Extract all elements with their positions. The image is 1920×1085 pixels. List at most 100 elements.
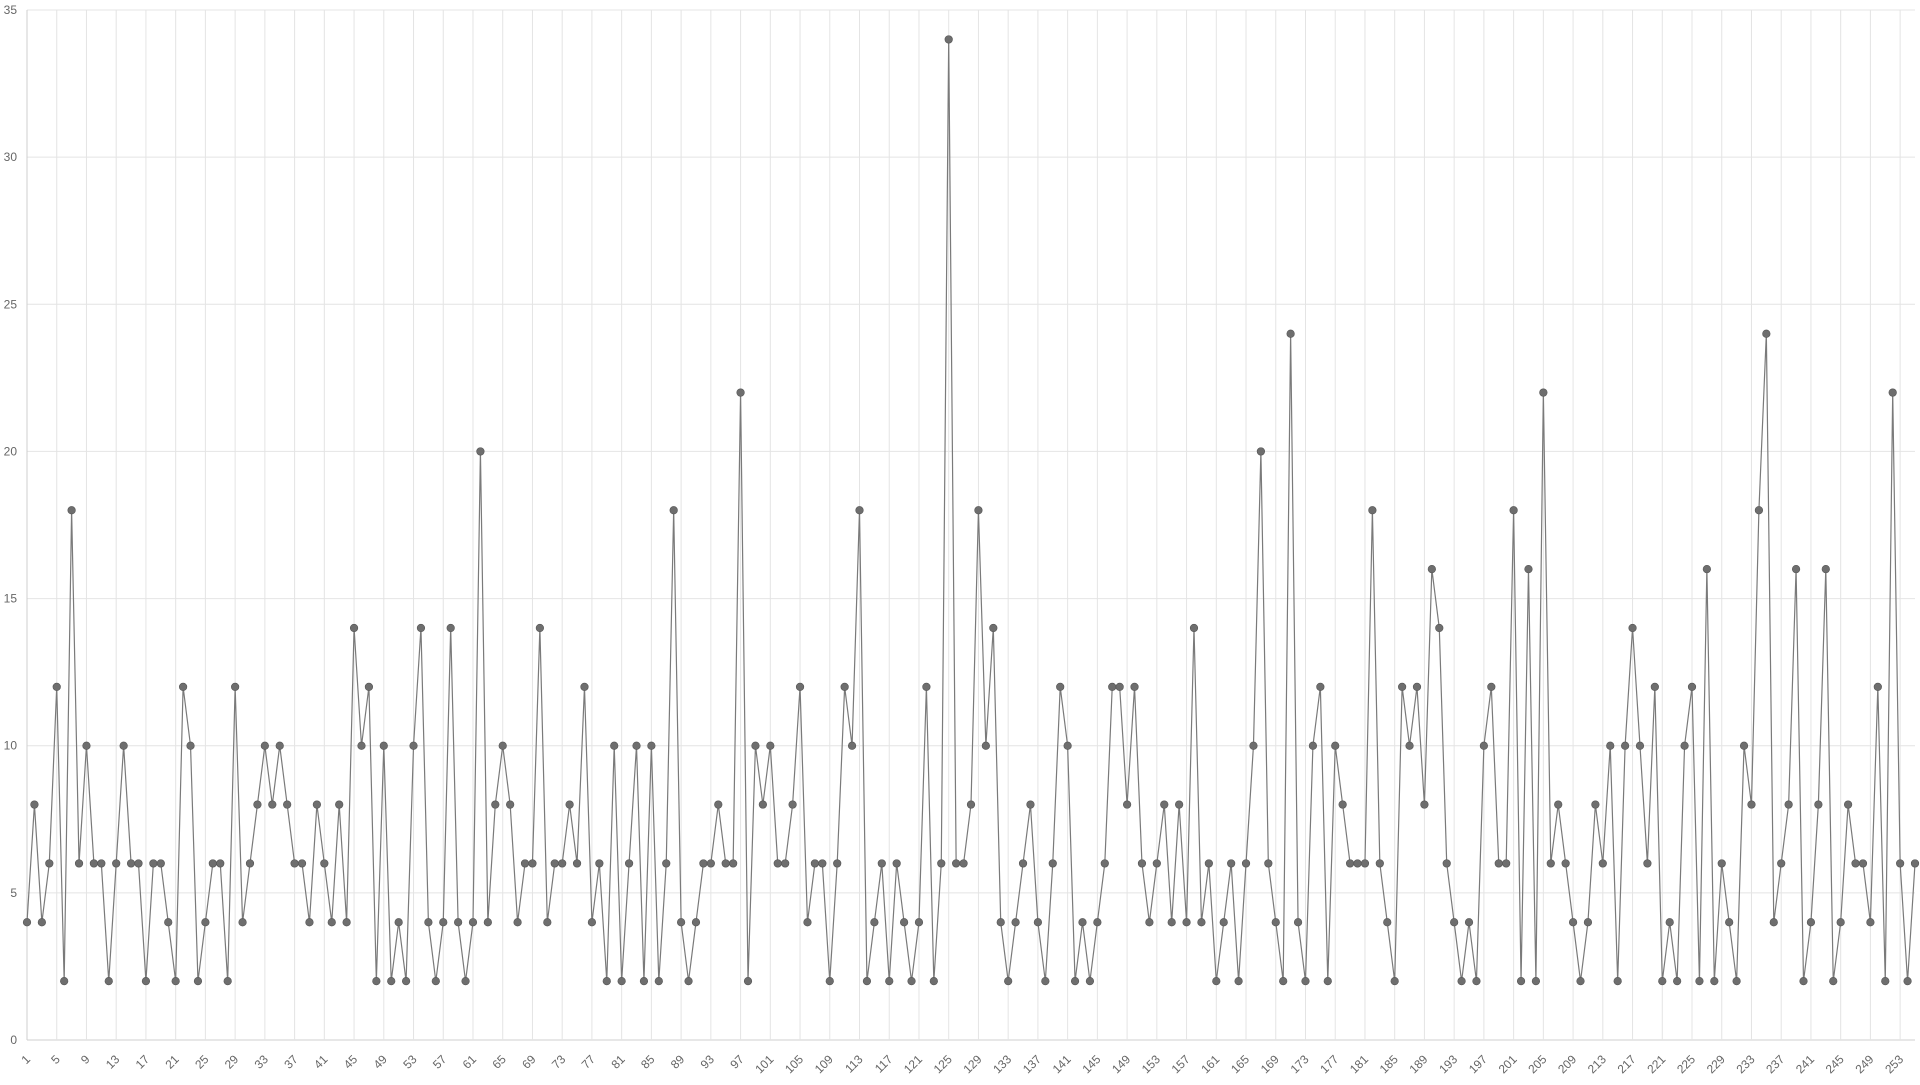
data-point [1628, 623, 1637, 633]
data-point [164, 918, 173, 927]
data-point [171, 977, 180, 986]
data-point [669, 506, 678, 515]
series-line [26, 38, 1916, 982]
x-tick-label: 125 [931, 1052, 955, 1076]
data-point [1450, 918, 1459, 927]
data-point [632, 741, 641, 750]
x-tick-label: 1 [18, 1052, 33, 1067]
data-point [996, 918, 1005, 927]
data-point [1390, 977, 1399, 986]
x-tick-label: 245 [1823, 1052, 1847, 1076]
data-point [766, 741, 775, 750]
data-point [743, 977, 753, 986]
data-point [1085, 977, 1095, 986]
data-point [610, 741, 619, 750]
data-point [1078, 918, 1087, 927]
data-point [186, 741, 195, 750]
data-point [1829, 977, 1838, 986]
x-tick-label: 5 [48, 1052, 63, 1067]
data-point [981, 741, 990, 750]
data-point [647, 741, 656, 750]
data-point [491, 800, 500, 809]
data-point [134, 859, 143, 868]
x-tick-label: 85 [638, 1052, 658, 1072]
data-point [461, 977, 470, 986]
x-tick-label: 61 [460, 1052, 480, 1072]
data-point [1479, 741, 1488, 750]
y-tick-label: 5 [10, 886, 17, 900]
data-point [1316, 682, 1325, 691]
data-point [119, 741, 128, 750]
data-point [394, 918, 403, 927]
x-tick-label: 73 [549, 1052, 569, 1072]
data-point [1227, 859, 1236, 868]
series-layer [26, 38, 1916, 982]
data-point [550, 859, 559, 868]
x-tick-label: 173 [1288, 1052, 1312, 1076]
data-point [1621, 741, 1630, 750]
data-point [751, 741, 760, 750]
data-point [736, 388, 745, 397]
data-point [1858, 859, 1868, 868]
data-point [706, 859, 715, 868]
data-point [803, 918, 812, 927]
data-point [810, 859, 820, 868]
data-point [104, 977, 113, 986]
data-point [952, 859, 961, 868]
data-point [862, 977, 872, 986]
data-point [513, 918, 522, 927]
x-tick-label: 49 [371, 1052, 391, 1072]
x-tick-label: 141 [1050, 1052, 1074, 1076]
data-point [855, 506, 864, 515]
x-tick-label: 109 [812, 1052, 836, 1076]
data-point [1115, 682, 1124, 691]
data-point [506, 800, 515, 809]
data-point [1680, 741, 1689, 750]
data-point [1472, 977, 1481, 986]
data-point [364, 682, 374, 691]
data-point [260, 741, 269, 750]
data-point [1182, 918, 1191, 927]
data-point [1762, 329, 1771, 338]
data-point [528, 859, 537, 868]
data-point [208, 859, 217, 868]
x-tick-label: 193 [1436, 1052, 1460, 1076]
data-point [1710, 977, 1719, 986]
data-point [572, 859, 582, 868]
data-point [112, 859, 121, 868]
data-point [1004, 977, 1013, 986]
x-tick-label: 33 [252, 1052, 272, 1072]
data-point [454, 918, 463, 927]
data-point [37, 918, 46, 927]
data-point [223, 977, 232, 986]
data-point [1791, 565, 1801, 574]
data-point [1777, 859, 1786, 868]
x-tick-label: 57 [430, 1052, 450, 1072]
data-point [431, 977, 440, 986]
x-tick-label: 237 [1763, 1052, 1787, 1076]
data-point [141, 977, 151, 986]
data-point [1881, 977, 1890, 986]
data-point [1851, 859, 1860, 868]
data-point [74, 859, 84, 868]
data-point [297, 859, 307, 868]
x-tick-label: 65 [489, 1052, 509, 1072]
x-tick-label: 169 [1258, 1052, 1282, 1076]
x-tick-label: 241 [1793, 1052, 1817, 1076]
data-point [320, 859, 329, 868]
data-point [840, 682, 849, 691]
data-point [1033, 918, 1042, 927]
x-tick-label: 21 [162, 1052, 182, 1072]
x-tick-label: 105 [782, 1052, 806, 1076]
x-tick-label: 25 [192, 1052, 212, 1072]
data-point [30, 800, 39, 809]
data-point [327, 918, 336, 927]
data-point [974, 506, 983, 515]
data-point [1323, 977, 1332, 986]
data-point [1056, 682, 1065, 691]
data-point [721, 859, 730, 868]
x-tick-label: 201 [1496, 1052, 1520, 1076]
marker-layer [22, 35, 1920, 986]
